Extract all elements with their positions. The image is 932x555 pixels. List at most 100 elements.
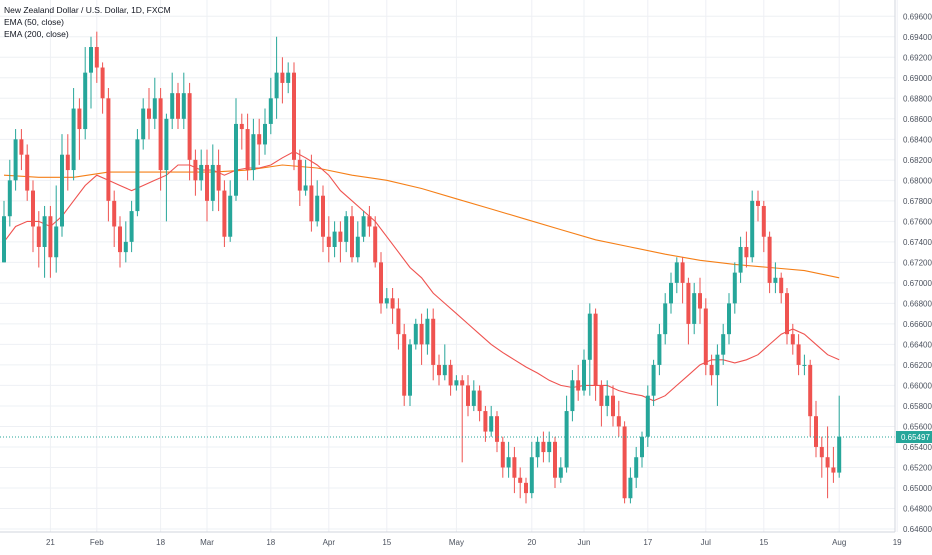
candle-body-down (94, 47, 99, 68)
candle-body-up (628, 477, 633, 499)
candle-body-down (280, 72, 285, 83)
ema-50-legend[interactable]: EMA (50, close) (4, 17, 64, 27)
candle-body-up (547, 441, 552, 453)
candle-body-down (100, 67, 105, 99)
candle-body-down (118, 226, 122, 253)
candle-body-up (135, 139, 140, 212)
candle-body-down (297, 159, 302, 191)
candle-body-up (7, 180, 12, 217)
candle-body-down (477, 390, 482, 412)
candle-body-down (292, 72, 296, 160)
ema-200-legend[interactable]: EMA (200, close) (4, 29, 69, 39)
candle-body-down (831, 467, 836, 473)
candle-body-down (819, 446, 824, 458)
candle-body-up (442, 364, 447, 376)
symbol-title[interactable]: New Zealand Dollar / U.S. Dollar, 1D, FX… (4, 5, 171, 15)
candle-body-up (692, 293, 697, 324)
y-tick-label: 0.67800 (903, 197, 932, 206)
candle-body-up (425, 318, 430, 345)
candle-body-up (286, 72, 291, 83)
candle-body-up (750, 200, 755, 258)
candle-body-up (83, 72, 88, 130)
x-tick-label: Apr (323, 538, 336, 547)
x-tick-label: 15 (759, 538, 768, 547)
candle-body-down (112, 200, 117, 227)
candle-body-down (437, 364, 441, 376)
candle-body-up (344, 216, 349, 242)
candle-body-down (431, 318, 436, 365)
candle-body-down (796, 344, 801, 365)
candle-body-down (245, 129, 250, 171)
y-tick-label: 0.67200 (903, 258, 932, 267)
y-tick-label: 0.64600 (903, 525, 932, 534)
x-tick-label: Jul (701, 538, 711, 547)
candle-body-down (338, 231, 343, 242)
candle-body-down (402, 334, 407, 396)
candle-body-up (605, 395, 610, 406)
candle-body-up (570, 380, 575, 412)
candle-body-down (518, 477, 523, 483)
candle-body-up (413, 323, 418, 345)
candle-body-down (814, 416, 818, 447)
candle-body-down (709, 364, 714, 376)
y-tick-label: 0.69400 (903, 33, 932, 42)
candle-body-down (309, 185, 314, 222)
candle-body-down (512, 457, 517, 478)
candle-body-down (785, 293, 789, 335)
y-tick-label: 0.68400 (903, 135, 932, 144)
y-tick-label: 0.65200 (903, 463, 932, 472)
x-tick-label: Jun (578, 538, 591, 547)
candle-body-down (257, 134, 262, 145)
candle-body-up (42, 216, 47, 247)
y-tick-label: 0.66200 (903, 361, 932, 370)
candle-body-up (645, 395, 650, 437)
candle-body-up (199, 164, 204, 181)
x-tick-label: Aug (832, 538, 846, 547)
candle-body-up (170, 93, 175, 119)
x-tick-label: Feb (90, 538, 104, 547)
candle-body-down (25, 154, 30, 191)
candle-body-down (756, 200, 760, 206)
candle-body-up (669, 282, 673, 304)
candle-body-down (593, 313, 598, 386)
candle-body-up (315, 195, 320, 222)
candle-body-up (529, 457, 534, 494)
candle-body-up (13, 139, 18, 181)
candle-body-down (680, 262, 685, 283)
candle-body-up (454, 380, 459, 386)
candle-body-up (89, 47, 93, 73)
last-price-tag (896, 431, 932, 444)
candle-body-up (471, 390, 476, 406)
candle-body-up (54, 226, 59, 258)
candle-body-up (181, 93, 186, 119)
candle-body-down (373, 226, 378, 263)
candle-body-up (535, 441, 540, 458)
candle-body-down (761, 205, 766, 237)
candle-body-down (553, 441, 557, 478)
candle-body-up (263, 123, 267, 145)
x-tick-label: 18 (156, 538, 165, 547)
y-tick-label: 0.69200 (903, 53, 932, 62)
candle-body-down (147, 108, 151, 119)
ema-200-line-group (3, 164, 840, 279)
y-tick-label: 0.68800 (903, 94, 932, 103)
candle-body-up (802, 364, 807, 366)
candle-body-down (390, 298, 395, 309)
x-tick-label: 17 (643, 538, 652, 547)
candle-body-down (367, 216, 372, 227)
y-tick-label: 0.66800 (903, 299, 932, 308)
y-tick-label: 0.68200 (903, 156, 932, 165)
candle-body-down (460, 380, 465, 386)
candle-body-down (205, 164, 209, 201)
candle-body-up (732, 272, 737, 304)
candle-body-up (738, 246, 743, 273)
candle-body-up (663, 303, 668, 335)
candle-body-up (489, 416, 494, 432)
candle-body-down (790, 334, 795, 345)
candle-body-down (77, 108, 82, 130)
x-tick-label: 19 (893, 538, 902, 547)
candle-body-down (396, 308, 401, 335)
